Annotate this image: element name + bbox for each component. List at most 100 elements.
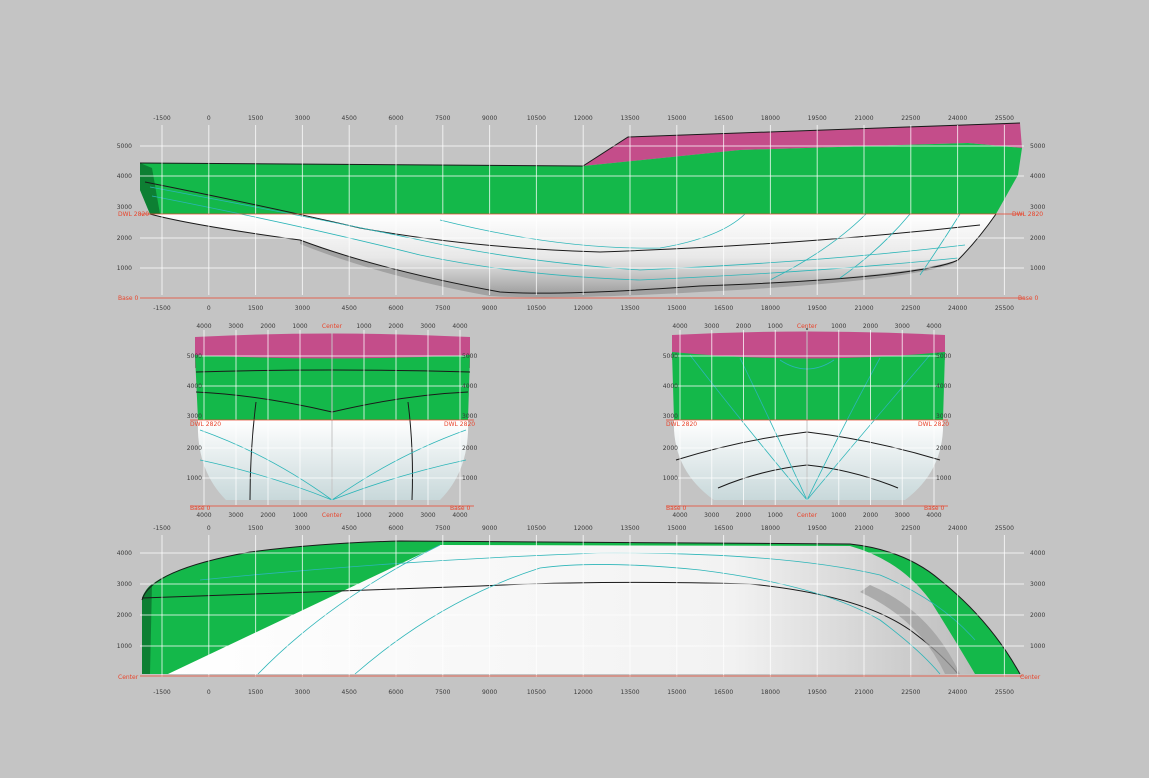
- plan-waterline-3: [199, 552, 976, 641]
- plan-view: [141, 540, 1021, 675]
- profile-y-tick-right: 1000: [1030, 265, 1045, 272]
- profile-x-tick-bottom: 6000: [388, 305, 403, 312]
- profile-x-tick-bottom: 24000: [948, 305, 967, 312]
- aft-x-tick-top: Center: [322, 323, 343, 330]
- profile-y-tick-right: 5000: [1030, 143, 1045, 150]
- aft-base-label-left: Base 0: [190, 505, 211, 512]
- fwd-x-tick-top: 4000: [672, 323, 687, 330]
- aft-x-tick-bottom: 3000: [420, 512, 435, 519]
- profile-x-tick-top: 1500: [248, 115, 263, 122]
- fwd-x-tick-top: 3000: [704, 323, 719, 330]
- fwd-x-tick-bottom: 1000: [831, 512, 846, 519]
- aft-x-tick-bottom: 3000: [228, 512, 243, 519]
- profile-x-tick-top: 19500: [808, 115, 827, 122]
- fwd-y-tick-right: 3000: [936, 413, 951, 420]
- aft-underwater: [197, 420, 469, 500]
- profile-underwater-body: [150, 214, 996, 294]
- aft-section-3: [331, 429, 467, 501]
- plan-center-label-right: Center: [1020, 674, 1041, 681]
- profile-y-tick-right: 3000: [1030, 204, 1045, 211]
- aft-y-tick-left: 1000: [187, 475, 202, 482]
- aft-x-tick-top: 2000: [260, 323, 275, 330]
- profile-x-tick-bottom: 0: [207, 305, 211, 312]
- profile-keel-shadow: [300, 240, 958, 298]
- fwd-superstructure: [672, 331, 945, 360]
- aft-y-tick-left: 4000: [187, 383, 202, 390]
- plan-x-tick-bottom: 6000: [388, 689, 403, 696]
- fwd-x-tick-bottom: 4000: [672, 512, 687, 519]
- fwd-section-4: [806, 357, 881, 501]
- profile-view: [139, 122, 1022, 298]
- fwd-section-3: [739, 357, 808, 501]
- aft-x-tick-top: 3000: [228, 323, 243, 330]
- fwd-x-tick-top: 3000: [895, 323, 910, 330]
- profile-y-tick-left: 5000: [117, 143, 132, 150]
- profile-x-tick-bottom: -1500: [153, 305, 171, 312]
- profile-y-tick-left: 3000: [117, 204, 132, 211]
- plan-x-tick-top: 25500: [995, 525, 1014, 532]
- grid-layer: [140, 125, 1024, 677]
- profile-x-tick-top: 25500: [995, 115, 1014, 122]
- plan-x-tick-top: 6000: [388, 525, 403, 532]
- aft-dwl-label-right: DWL 2820: [444, 421, 475, 428]
- plan-x-tick-top: 7500: [435, 525, 450, 532]
- plan-x-tick-bottom: 12000: [574, 689, 593, 696]
- aft-x-tick-bottom: 2000: [388, 512, 403, 519]
- aft-keel-stbd: [407, 401, 413, 501]
- fwd-y-tick-right: 5000: [936, 353, 951, 360]
- fwd-base-label-left: Base 0: [666, 505, 687, 512]
- plan-x-tick-bottom: 7500: [435, 689, 450, 696]
- plan-x-tick-bottom: 19500: [808, 689, 827, 696]
- profile-x-tick-bottom: 18000: [761, 305, 780, 312]
- plan-y-tick-right: 4000: [1030, 550, 1045, 557]
- plan-dark-edge: [142, 584, 152, 674]
- profile-x-tick-top: 16500: [714, 115, 733, 122]
- aft-x-tick-top: 4000: [452, 323, 467, 330]
- plan-waterline-1: [257, 544, 441, 675]
- plan-x-tick-top: 24000: [948, 525, 967, 532]
- profile-x-tick-top: 3000: [295, 115, 310, 122]
- plan-x-tick-bottom: -1500: [153, 689, 171, 696]
- fwd-x-tick-top: 1000: [831, 323, 846, 330]
- plan-waterline-2: [354, 564, 941, 675]
- fwd-dwl-label-right: DWL 2820: [918, 421, 949, 428]
- aft-x-tick-bottom: 2000: [260, 512, 275, 519]
- profile-x-tick-bottom: 25500: [995, 305, 1014, 312]
- plan-y-tick-right: 1000: [1030, 643, 1045, 650]
- fwd-y-tick-left: 4000: [663, 383, 678, 390]
- fwd-x-tick-bottom: 2000: [863, 512, 878, 519]
- plan-x-tick-top: 3000: [295, 525, 310, 532]
- aft-y-tick-right: 3000: [462, 413, 477, 420]
- profile-x-tick-top: 4500: [342, 115, 357, 122]
- plan-x-tick-bottom: 1500: [248, 689, 263, 696]
- plan-x-tick-top: 19500: [808, 525, 827, 532]
- profile-x-tick-bottom: 21000: [854, 305, 873, 312]
- profile-x-tick-top: 24000: [948, 115, 967, 122]
- plan-chine-line: [141, 581, 959, 675]
- fwd-x-tick-bottom: 3000: [704, 512, 719, 519]
- plan-grey-band: [860, 585, 960, 674]
- aft-keel-port: [249, 401, 257, 501]
- fwd-x-tick-top: 2000: [863, 323, 878, 330]
- aft-x-tick-bottom: 4000: [452, 512, 467, 519]
- aft-x-tick-bottom: 1000: [356, 512, 371, 519]
- profile-dwl-label-left: DWL 2820: [118, 211, 149, 218]
- aft-y-tick-left: 5000: [187, 353, 202, 360]
- plan-y-tick-left: 1000: [117, 643, 132, 650]
- fwd-y-tick-left: 1000: [663, 475, 678, 482]
- fwd-x-tick-bottom: 3000: [895, 512, 910, 519]
- fwd-x-tick-top: 1000: [768, 323, 783, 330]
- profile-dwl-label-right: DWL 2820: [1012, 211, 1043, 218]
- profile-x-tick-top: 9000: [482, 115, 497, 122]
- plan-x-tick-top: 16500: [714, 525, 733, 532]
- profile-x-tick-top: 12000: [574, 115, 593, 122]
- profile-x-tick-top: 22500: [901, 115, 920, 122]
- fwd-y-tick-right: 2000: [936, 445, 951, 452]
- fwd-x-tick-bottom: Center: [797, 512, 818, 519]
- aft-x-tick-bottom: 4000: [196, 512, 211, 519]
- profile-y-tick-left: 4000: [117, 173, 132, 180]
- profile-stern-sheer-line: [139, 122, 1021, 167]
- aft-y-tick-left: 3000: [187, 413, 202, 420]
- aft-x-tick-top: 1000: [356, 323, 371, 330]
- aft-y-tick-right: 4000: [462, 383, 477, 390]
